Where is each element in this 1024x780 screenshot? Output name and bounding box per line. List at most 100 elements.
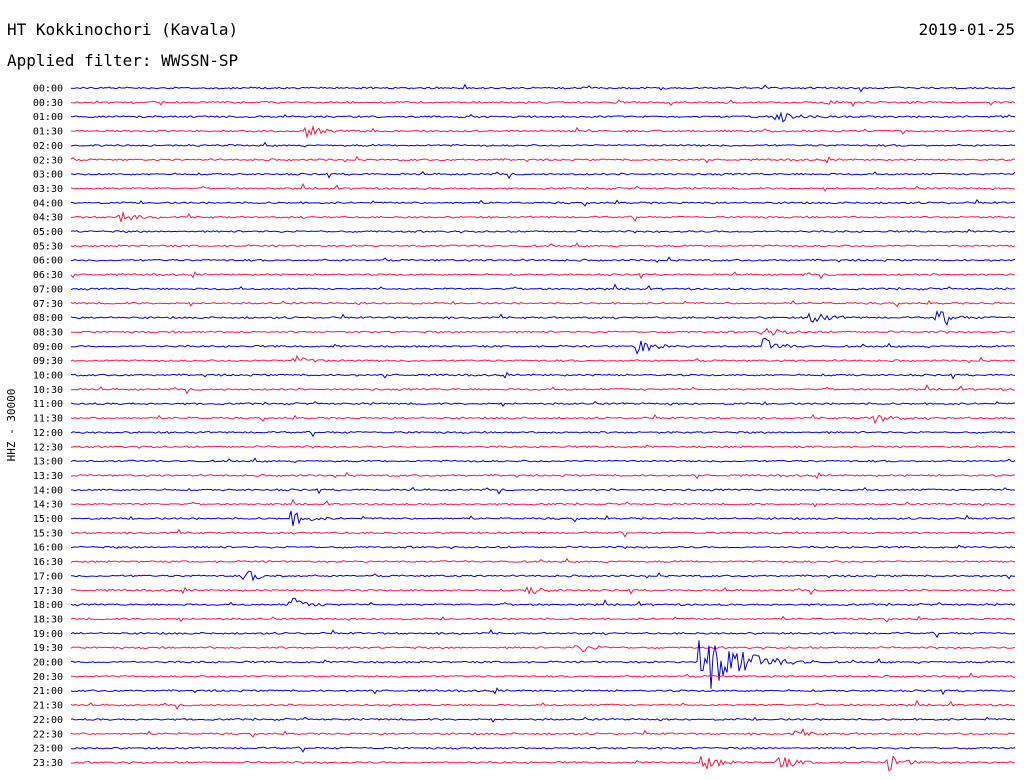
row-label: 15:00 [33,514,63,525]
trace-lines [70,83,1016,772]
row-label: 11:30 [33,414,63,425]
trace-1530 [70,528,1016,538]
y-axis-label: HHZ - 30000 [5,389,18,462]
trace-1430 [70,498,1016,508]
trace-1230 [70,444,1016,449]
trace-0330 [70,182,1016,192]
trace-2230 [70,727,1016,738]
trace-0400 [70,198,1016,207]
trace-1830 [70,615,1016,623]
row-label: 19:30 [33,643,63,654]
row-label: 02:00 [33,141,63,152]
chart-subtitle: Applied filter: WWSSN-SP [7,51,238,70]
trace-1600 [70,544,1016,550]
row-label: 22:00 [33,715,63,726]
row-label: 05:00 [33,227,63,238]
row-label: 10:00 [33,371,63,382]
trace-1700 [71,570,1015,582]
trace-1630 [70,557,1016,564]
row-label: 11:00 [33,399,63,410]
trace-1730 [70,585,1016,596]
row-label: 04:30 [33,213,63,224]
trace-1100 [70,401,1016,408]
trace-2030 [70,672,1016,680]
row-label: 06:00 [33,256,63,267]
row-label: 12:00 [33,428,63,439]
row-label: 00:00 [33,84,63,95]
row-label: 08:00 [33,313,63,324]
trace-0300 [70,171,1016,180]
row-label: 18:30 [33,614,63,625]
trace-1400 [71,486,1016,495]
row-labels: 00:00 00:30 01:00 01:30 02:00 02:30 03:00 03:30… [33,84,63,769]
row-label: 13:00 [33,457,63,468]
row-label: 09:00 [33,342,63,353]
row-label: 20:30 [33,672,63,683]
trace-0630 [70,271,1015,280]
trace-0600 [70,256,1016,263]
row-label: 07:00 [33,284,63,295]
trace-2300 [70,746,1016,753]
trace-1000 [70,371,1016,380]
row-label: 07:30 [33,299,63,310]
row-label: 14:00 [33,485,63,496]
trace-0800 [70,309,1016,326]
trace-1500 [70,510,1016,527]
row-label: 01:00 [33,112,63,123]
row-label: 12:30 [33,442,63,453]
chart-date: 2019-01-25 [919,20,1015,39]
row-label: 14:30 [33,500,63,511]
row-label: 16:30 [33,557,63,568]
row-label: 13:30 [33,471,63,482]
trace-0230 [70,155,1016,164]
trace-2330 [71,755,1015,772]
row-label: 23:30 [33,758,63,769]
trace-0200 [70,141,1016,148]
trace-1300 [70,457,1016,464]
row-label: 01:30 [33,127,63,138]
trace-0130 [70,124,1016,139]
row-label: 22:30 [33,729,63,740]
trace-1930 [70,645,1016,653]
trace-0730 [70,299,1016,308]
trace-2100 [70,687,1016,696]
row-label: 04:00 [33,198,63,209]
row-label: 17:30 [33,586,63,597]
chart-title: HT Kokkinochori (Kavala) [7,20,238,39]
trace-1800 [70,597,1016,607]
row-label: 18:00 [33,600,63,611]
trace-1200 [70,430,1016,438]
row-label: 21:00 [33,686,63,697]
row-label: 06:30 [33,270,63,281]
trace-1900 [70,629,1016,639]
trace-0530 [70,242,1016,248]
row-label: 23:00 [33,744,63,755]
row-label: 17:00 [33,571,63,582]
row-label: 15:30 [33,528,63,539]
row-label: 16:00 [33,543,63,554]
trace-0100 [70,111,1016,123]
row-label: 05:30 [33,241,63,252]
trace-2000 [70,640,1015,689]
row-label: 10:30 [33,385,63,396]
trace-0500 [70,228,1016,234]
trace-1030 [71,383,1016,395]
row-label: 02:30 [33,155,63,166]
row-label: 03:00 [33,170,63,181]
row-label: 08:30 [33,327,63,338]
trace-0030 [70,99,1016,108]
trace-2130 [70,699,1016,711]
trace-1330 [70,471,1016,480]
trace-1130 [70,413,1015,425]
trace-0700 [70,283,1016,291]
row-label: 00:30 [33,98,63,109]
row-label: 20:00 [33,658,63,669]
row-label: 19:00 [33,629,63,640]
trace-2200 [70,716,1016,723]
row-label: 03:30 [33,184,63,195]
trace-0000 [70,83,1016,93]
trace-0900 [70,337,1016,355]
trace-0430 [70,210,1016,223]
row-label: 21:30 [33,701,63,712]
